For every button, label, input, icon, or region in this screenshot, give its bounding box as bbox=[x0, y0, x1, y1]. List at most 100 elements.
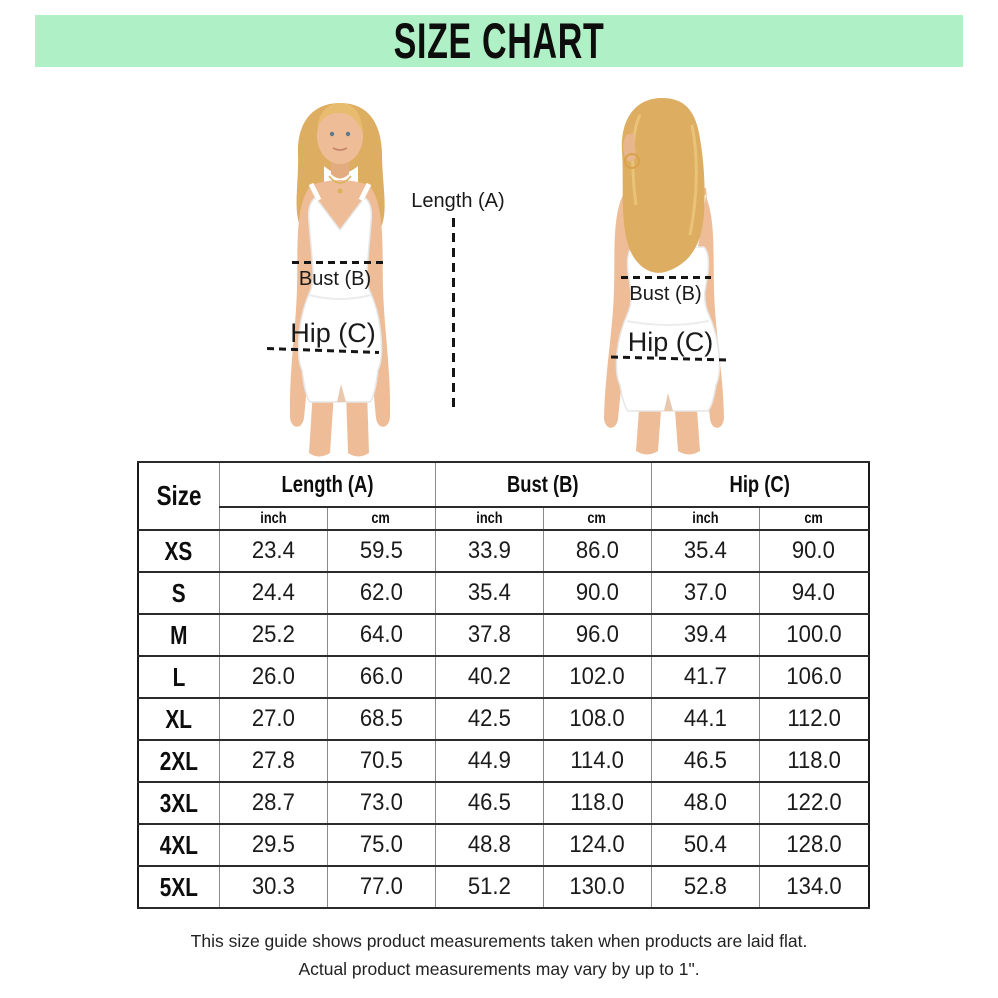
table-row: 3XL 28.7 73.0 46.5 118.0 48.0 122.0 bbox=[137, 781, 870, 825]
table-row: M 25.2 64.0 37.8 96.0 39.4 100.0 bbox=[137, 613, 870, 657]
front-bust-dashed-line bbox=[292, 261, 387, 264]
table-cell: 44.1 bbox=[650, 697, 760, 741]
hoop-earring bbox=[624, 153, 640, 169]
table-cell: 33.9 bbox=[434, 529, 544, 573]
table-cell: 40.2 bbox=[434, 655, 544, 699]
table-row: XS 23.4 59.5 33.9 86.0 35.4 90.0 bbox=[137, 529, 870, 573]
table-cell: 30.3 bbox=[218, 865, 328, 909]
footer-note-line2: Actual product measurements may vary by … bbox=[298, 959, 700, 979]
table-cell: 41.7 bbox=[650, 655, 760, 699]
table-cell: 134.0 bbox=[758, 865, 870, 909]
table-cell: 77.0 bbox=[326, 865, 436, 909]
table-cell: 27.8 bbox=[218, 739, 328, 783]
back-bust-dashed-line bbox=[621, 276, 711, 279]
front-face bbox=[317, 108, 363, 164]
table-cell: 48.8 bbox=[434, 823, 544, 867]
table-cell: 73.0 bbox=[326, 781, 436, 825]
table-cell: 100.0 bbox=[758, 613, 870, 657]
table-cell: 90.0 bbox=[758, 529, 870, 573]
back-model-photo bbox=[570, 95, 810, 455]
table-row: XL 27.0 68.5 42.5 108.0 44.1 112.0 bbox=[137, 697, 870, 741]
table-cell: 108.0 bbox=[542, 697, 652, 741]
back-hip-label: Hip (C) bbox=[627, 327, 714, 357]
table-cell: 25.2 bbox=[218, 613, 328, 657]
table-cell: 122.0 bbox=[758, 781, 870, 825]
table-cell: 124.0 bbox=[542, 823, 652, 867]
table-cell: 35.4 bbox=[650, 529, 760, 573]
table-cell: 118.0 bbox=[758, 739, 870, 783]
table-cell: 130.0 bbox=[542, 865, 652, 909]
table-cell: 39.4 bbox=[650, 613, 760, 657]
table-row: 2XL 27.8 70.5 44.9 114.0 46.5 118.0 bbox=[137, 739, 870, 783]
unit-header-cell: inch bbox=[434, 506, 544, 531]
necklace bbox=[328, 175, 352, 184]
table-row: L 26.0 66.0 40.2 102.0 41.7 106.0 bbox=[137, 655, 870, 699]
front-right-strap bbox=[358, 182, 372, 202]
table-cell: 96.0 bbox=[542, 613, 652, 657]
back-romper bbox=[615, 246, 721, 412]
size-label-cell: L bbox=[137, 655, 220, 699]
length-group-header: Length (A) bbox=[218, 461, 436, 508]
hip-group-header: Hip (C) bbox=[650, 461, 870, 508]
size-label-cell: 5XL bbox=[137, 865, 220, 909]
length-dashed-line bbox=[452, 218, 455, 410]
unit-header-cell: cm bbox=[542, 506, 652, 531]
table-cell: 66.0 bbox=[326, 655, 436, 699]
table-cell: 28.7 bbox=[218, 781, 328, 825]
page-title: SIZE CHART bbox=[393, 13, 605, 69]
table-cell: 112.0 bbox=[758, 697, 870, 741]
table-cell: 27.0 bbox=[218, 697, 328, 741]
table-cell: 51.2 bbox=[434, 865, 544, 909]
table-cell: 37.0 bbox=[650, 571, 760, 615]
size-table-body: Size Length (A) Bust (B) Hip (C) inch cm… bbox=[137, 461, 870, 909]
size-label-cell: 4XL bbox=[137, 823, 220, 867]
table-cell: 44.9 bbox=[434, 739, 544, 783]
table-cell: 68.5 bbox=[326, 697, 436, 741]
back-bust-label: Bust (B) bbox=[629, 283, 702, 305]
table-row: 5XL 30.3 77.0 51.2 130.0 52.8 134.0 bbox=[137, 865, 870, 909]
size-label-cell: XL bbox=[137, 697, 220, 741]
table-cell: 23.4 bbox=[218, 529, 328, 573]
unit-header-cell: inch bbox=[218, 506, 328, 531]
unit-header-cell: inch bbox=[650, 506, 760, 531]
unit-header-cell: cm bbox=[326, 506, 436, 531]
table-cell: 86.0 bbox=[542, 529, 652, 573]
table-cell: 90.0 bbox=[542, 571, 652, 615]
table-header-row: Size Length (A) Bust (B) Hip (C) bbox=[137, 461, 870, 531]
table-cell: 114.0 bbox=[542, 739, 652, 783]
table-cell: 102.0 bbox=[542, 655, 652, 699]
front-left-strap bbox=[308, 182, 322, 202]
table-cell: 35.4 bbox=[434, 571, 544, 615]
table-cell: 106.0 bbox=[758, 655, 870, 699]
size-header-cell: Size bbox=[137, 461, 220, 531]
table-cell: 52.8 bbox=[650, 865, 760, 909]
table-cell: 64.0 bbox=[326, 613, 436, 657]
table-cell: 118.0 bbox=[542, 781, 652, 825]
back-hair bbox=[621, 98, 705, 273]
table-cell: 50.4 bbox=[650, 823, 760, 867]
size-label-cell: M bbox=[137, 613, 220, 657]
table-cell: 42.5 bbox=[434, 697, 544, 741]
size-chart-table: Size Length (A) Bust (B) Hip (C) inch cm… bbox=[137, 461, 870, 909]
size-label-cell: 2XL bbox=[137, 739, 220, 783]
size-header-label: Size bbox=[156, 480, 202, 511]
size-chart-banner: SIZE CHART bbox=[35, 13, 963, 69]
table-cell: 29.5 bbox=[218, 823, 328, 867]
table-cell: 24.4 bbox=[218, 571, 328, 615]
table-cell: 128.0 bbox=[758, 823, 870, 867]
table-cell: 26.0 bbox=[218, 655, 328, 699]
size-label-cell: XS bbox=[137, 529, 220, 573]
front-hip-label: Hip (C) bbox=[290, 318, 376, 348]
table-row: S 24.4 62.0 35.4 90.0 37.0 94.0 bbox=[137, 571, 870, 615]
table-cell: 59.5 bbox=[326, 529, 436, 573]
table-cell: 48.0 bbox=[650, 781, 760, 825]
table-cell: 46.5 bbox=[434, 781, 544, 825]
table-cell: 37.8 bbox=[434, 613, 544, 657]
unit-header-cell: cm bbox=[758, 506, 870, 531]
size-label-cell: S bbox=[137, 571, 220, 615]
unit-header-row: inch cm inch cm inch cm bbox=[138, 506, 870, 531]
table-cell: 75.0 bbox=[326, 823, 436, 867]
table-cell: 46.5 bbox=[650, 739, 760, 783]
front-bust-label: Bust (B) bbox=[298, 268, 372, 290]
table-row: 4XL 29.5 75.0 48.8 124.0 50.4 128.0 bbox=[137, 823, 870, 867]
